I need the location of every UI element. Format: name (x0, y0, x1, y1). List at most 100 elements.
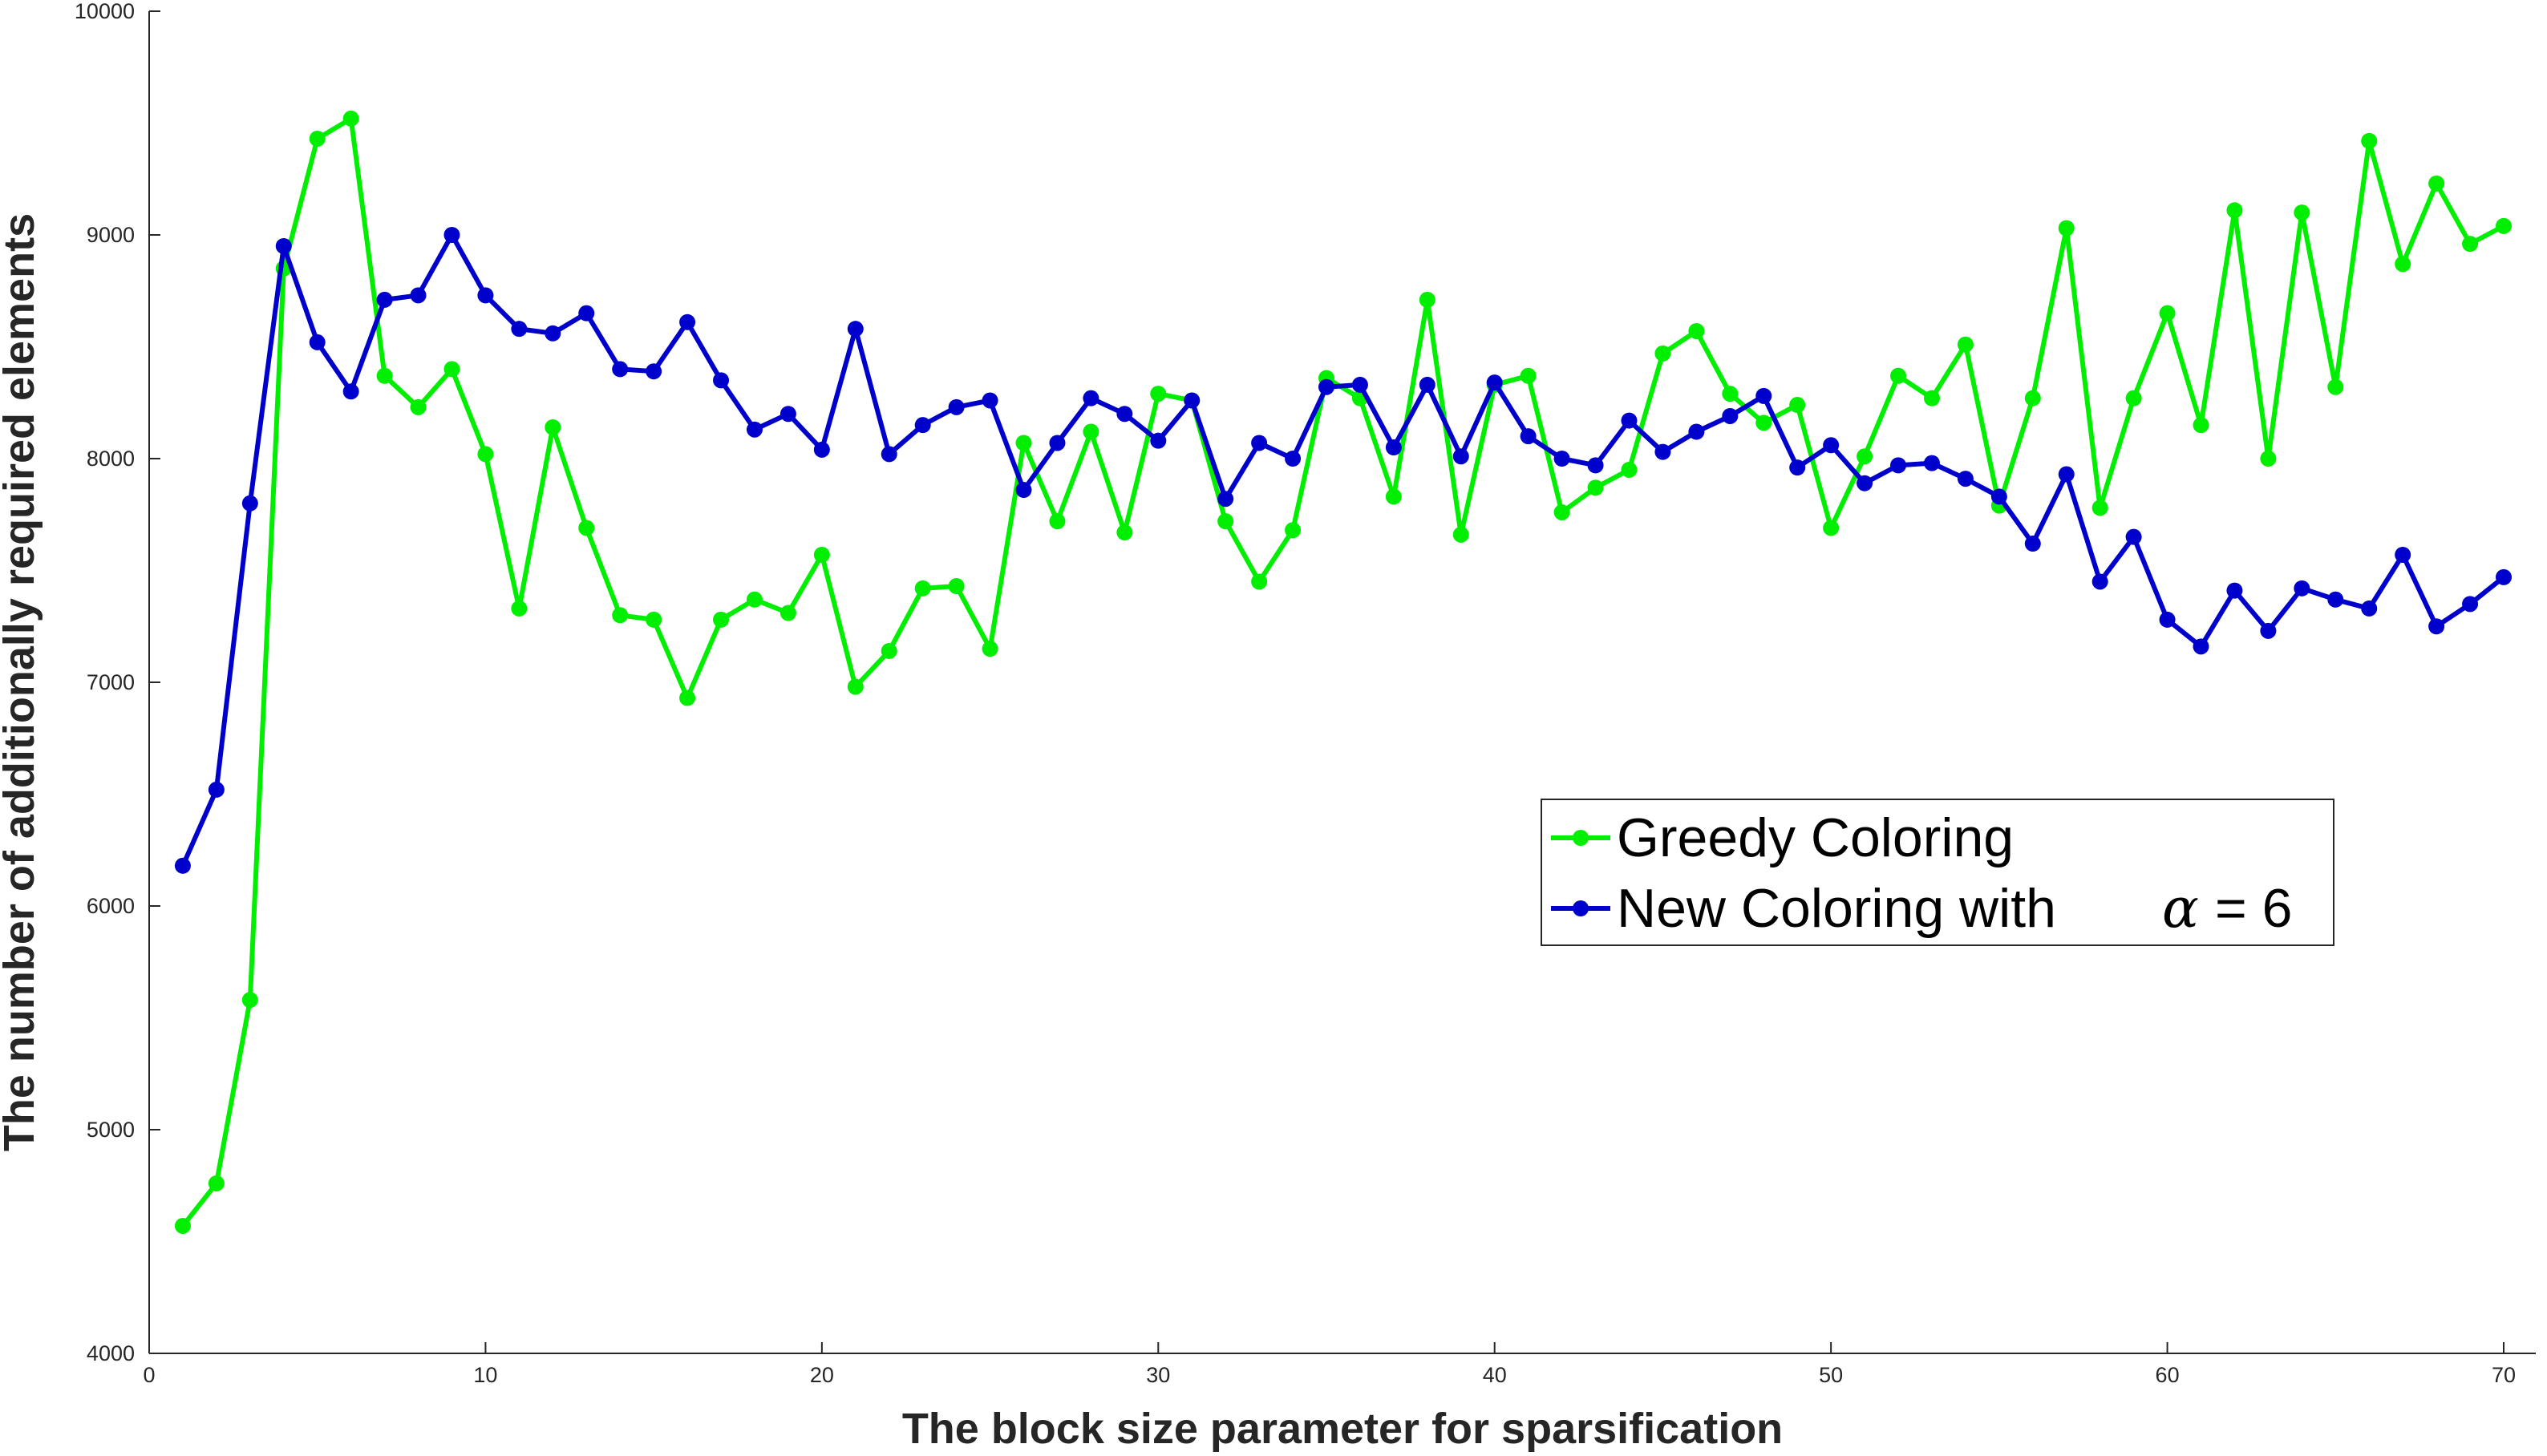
data-point-new (1722, 407, 1739, 424)
x-tick-label: 0 (143, 1363, 155, 1387)
data-point-new (2058, 466, 2075, 483)
data-point-greedy (1857, 448, 1873, 465)
data-point-new (578, 305, 595, 322)
y-tick-label: 5000 (87, 1118, 135, 1142)
data-point-greedy (2428, 175, 2445, 192)
data-point-greedy (1049, 513, 1066, 530)
data-point-greedy (477, 446, 494, 463)
x-tick-label: 60 (2156, 1363, 2180, 1387)
data-point-new (309, 334, 326, 350)
x-ticks: 0 10 20 30 40 50 60 70 (143, 1342, 2516, 1387)
data-point-new (646, 363, 662, 380)
y-tick-label: 6000 (87, 894, 135, 918)
data-point-greedy (1587, 479, 1604, 496)
data-point-greedy (646, 611, 662, 628)
x-axis-title: The block size parameter for sparsificat… (902, 1405, 1783, 1453)
data-point-greedy (1755, 415, 1772, 431)
data-point-new (2395, 546, 2411, 563)
data-point-new (612, 361, 629, 378)
data-point-greedy (914, 580, 931, 597)
data-point-greedy (1520, 367, 1537, 384)
data-point-new (2294, 580, 2310, 597)
data-point-new (2226, 582, 2243, 599)
data-point-greedy (1688, 322, 1705, 339)
series-line-greedy (180, 115, 2505, 1227)
data-point-greedy (2159, 305, 2176, 322)
data-point-new (1318, 378, 1334, 395)
data-point-new (948, 398, 965, 415)
data-point-greedy (208, 1175, 225, 1191)
y-ticks: 4000 5000 6000 7000 8000 9000 10000 (75, 0, 160, 1365)
data-point-new (2361, 600, 2378, 617)
data-point-new (174, 857, 191, 874)
legend-box (1541, 799, 2334, 946)
data-point-new (1957, 471, 1974, 487)
data-point-greedy (511, 600, 528, 617)
data-point-new (1083, 390, 1099, 406)
data-point-greedy (2327, 378, 2344, 395)
data-point-greedy (1722, 386, 1739, 402)
data-point-new (713, 372, 730, 389)
y-axis-title: The number of additionally required elem… (0, 213, 43, 1151)
data-point-new (1251, 435, 1268, 451)
data-point-new (1923, 455, 1940, 471)
data-point-new (1116, 406, 1133, 423)
data-point-greedy (1823, 520, 1840, 536)
data-point-new (342, 383, 359, 400)
data-point-greedy (779, 605, 796, 621)
x-tick-label: 10 (473, 1363, 497, 1387)
legend-entry-greedy: Greedy Coloring (1551, 807, 2014, 868)
data-point-greedy (612, 607, 629, 624)
data-point-greedy (376, 367, 393, 384)
data-point-greedy (982, 641, 998, 657)
data-point-greedy (443, 361, 460, 378)
data-point-new (1990, 488, 2007, 505)
data-point-greedy (2395, 256, 2411, 273)
data-point-greedy (2496, 217, 2512, 234)
legend-label-greedy: Greedy Coloring (1617, 807, 2014, 868)
data-point-greedy (2260, 451, 2277, 467)
data-point-new (1755, 387, 1772, 404)
data-point-new (1150, 432, 1167, 449)
data-point-new (1621, 412, 1638, 429)
data-point-new (914, 417, 931, 434)
data-point-new (2260, 622, 2277, 639)
data-point-new (511, 321, 528, 338)
data-point-greedy (1890, 367, 1907, 384)
data-point-new (982, 392, 998, 409)
y-tick-label: 8000 (87, 447, 135, 471)
data-point-new (1049, 435, 1066, 451)
x-tick-label: 40 (1483, 1363, 1507, 1387)
data-point-new (1486, 374, 1503, 391)
data-point-new (1385, 439, 1402, 456)
data-point-greedy (847, 678, 864, 695)
data-point-new (1823, 437, 1840, 454)
data-point-greedy (1083, 423, 1099, 440)
legend-alpha-value: = 6 (2215, 878, 2292, 939)
data-point-new (376, 291, 393, 308)
y-tick-label: 10000 (75, 0, 135, 23)
data-point-new (1857, 475, 1873, 491)
y-tick-label: 7000 (87, 670, 135, 694)
data-point-new (477, 287, 494, 304)
data-point-new (1217, 491, 1234, 508)
data-point-greedy (2058, 220, 2075, 237)
data-point-greedy (1957, 336, 1974, 353)
data-point-greedy (679, 690, 696, 706)
data-point-greedy (174, 1217, 191, 1234)
data-point-new (2462, 596, 2479, 613)
data-point-greedy (713, 611, 730, 628)
data-point-new (1452, 448, 1469, 465)
y-tick-label: 4000 (87, 1341, 135, 1365)
data-point-new (1419, 376, 1435, 393)
data-point-greedy (2024, 390, 2041, 406)
data-point-greedy (813, 546, 830, 563)
data-point-new (1654, 443, 1671, 460)
data-point-new (2091, 573, 2108, 590)
data-point-new (1351, 376, 1368, 393)
data-point-greedy (746, 591, 763, 608)
data-point-new (2125, 528, 2142, 545)
data-point-new (1553, 451, 1570, 467)
x-tick-label: 20 (810, 1363, 834, 1387)
data-point-greedy (881, 642, 897, 659)
